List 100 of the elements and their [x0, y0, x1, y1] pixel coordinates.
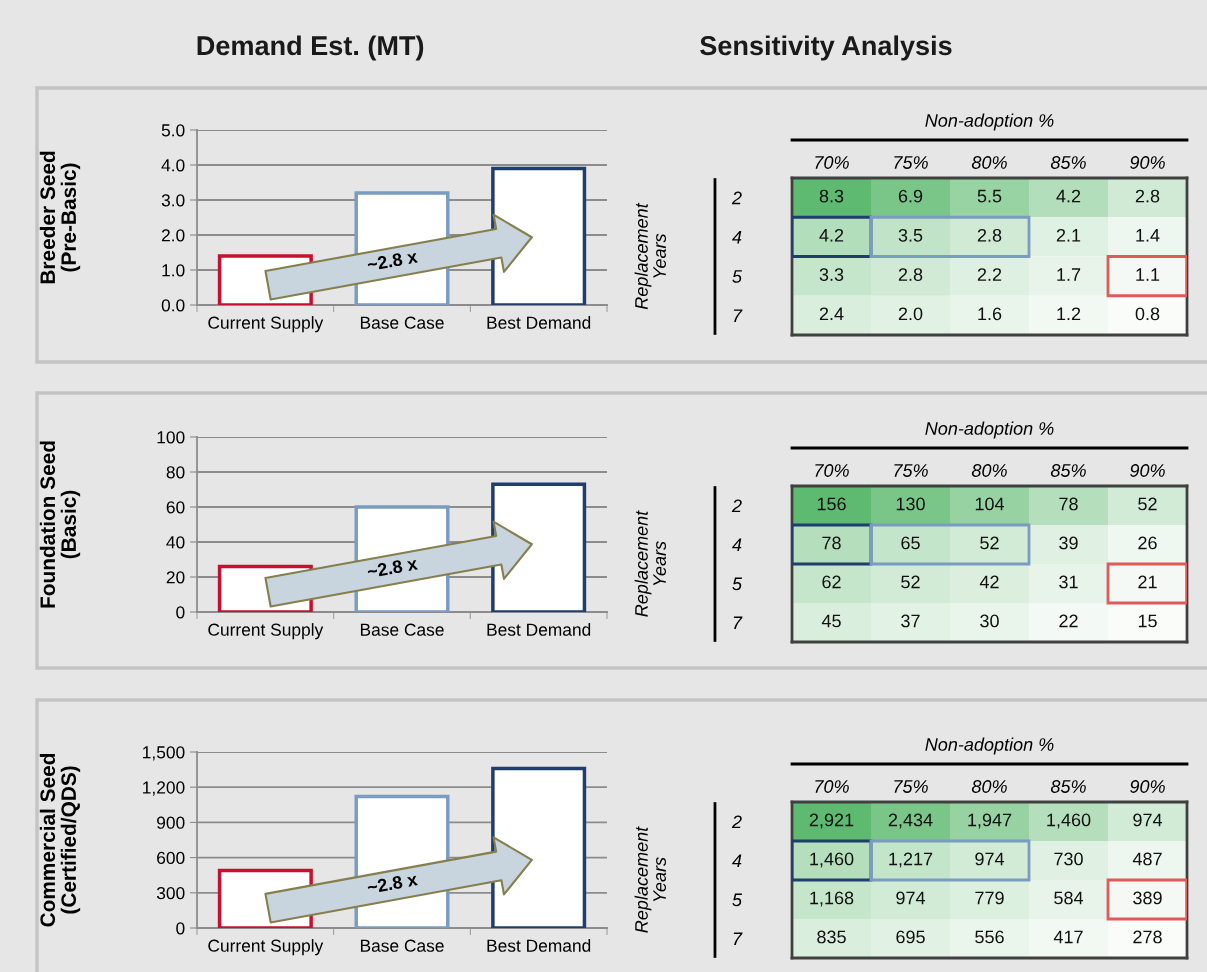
data-label: 0.8: [1135, 307, 1160, 321]
annotation: ~2.8 x: [366, 872, 419, 894]
data-label: 130: [896, 497, 925, 511]
x-tick-label: 75%: [894, 780, 928, 793]
data-label: 52: [1138, 497, 1157, 511]
y-axis-title: Breeder Seed (Pre-Basic): [39, 151, 81, 284]
chart-title: Sensitivity Analysis: [700, 35, 952, 61]
data-label: 2.0: [898, 307, 923, 321]
data-label: 417: [1053, 930, 1083, 944]
data-label: 15: [1138, 614, 1157, 628]
y-tick-label: 7: [733, 932, 743, 946]
data-label: 278: [1133, 930, 1162, 944]
x-tick-label: 85%: [1050, 780, 1086, 793]
data-label: 730: [1054, 852, 1083, 866]
data-label: 37: [901, 614, 920, 628]
x-tick-label: 85%: [1050, 156, 1086, 169]
x-axis-title: Non-adoption %: [925, 113, 1054, 131]
data-label: 779: [975, 891, 1004, 905]
data-label: 2.4: [819, 307, 844, 321]
y-tick-label: 60: [166, 501, 185, 514]
x-tick-label: Best Demand: [487, 939, 591, 952]
data-label: 2.1: [1056, 228, 1081, 242]
data-label: 1,217: [889, 852, 933, 868]
data-label: 4.2: [819, 228, 844, 242]
data-label: 42: [979, 575, 999, 589]
data-label: 1,947: [968, 813, 1012, 829]
y-tick-label: 1,200: [143, 781, 185, 796]
data-label: 26: [1138, 536, 1157, 550]
data-label: 2,921: [809, 813, 854, 829]
data-label: 556: [975, 930, 1004, 944]
data-label: 62: [822, 575, 841, 589]
y-tick-label: 600: [157, 851, 185, 865]
data-label: 1,168: [810, 891, 854, 907]
y-tick-label: 2: [731, 499, 742, 513]
x-tick-label: 80%: [971, 464, 1007, 477]
x-tick-label: 70%: [815, 156, 849, 169]
data-label: 5.5: [977, 189, 1002, 203]
y-axis-title: Foundation Seed (Basic): [39, 441, 81, 608]
data-label: 487: [1132, 852, 1162, 866]
data-label: 695: [896, 930, 925, 944]
data-label: 2.2: [977, 268, 1002, 281]
data-label: 104: [975, 497, 1005, 511]
y-tick-label: 20: [166, 571, 185, 584]
data-label: 2.8: [1135, 189, 1160, 203]
y-tick-label: 5: [732, 270, 743, 283]
data-label: 6.9: [898, 189, 923, 203]
y-tick-label: 900: [157, 816, 185, 829]
x-tick-label: 90%: [1130, 780, 1165, 793]
data-label: 835: [817, 930, 846, 944]
x-tick-label: 75%: [894, 464, 928, 477]
data-label: 974: [1133, 813, 1163, 827]
y-tick-label: 1,500: [143, 746, 185, 761]
x-tick-label: 70%: [815, 780, 849, 793]
data-label: 78: [1059, 497, 1078, 511]
data-label: 1.4: [1136, 229, 1160, 242]
data-label: 30: [980, 614, 999, 628]
y-axis-title: Replacement Years: [634, 826, 666, 933]
y-tick-label: 4: [732, 854, 742, 868]
data-label: 974: [975, 852, 1005, 866]
data-label: 4.2: [1056, 189, 1081, 203]
y-tick-label: 7: [733, 616, 743, 630]
y-axis-title: Replacement Years: [634, 202, 666, 310]
data-label: 22: [1059, 614, 1078, 628]
data-label: 974: [896, 891, 926, 905]
y-tick-label: 4: [732, 538, 742, 552]
y-tick-label: 80: [166, 466, 185, 479]
x-tick-label: 75%: [894, 156, 928, 169]
x-tick-label: 85%: [1050, 464, 1086, 477]
y-tick-label: 1.0: [162, 264, 185, 277]
y-tick-label: 2.0: [161, 229, 185, 242]
data-label: 156: [817, 497, 846, 511]
y-tick-label: 5: [732, 893, 743, 907]
x-tick-label: Current Supply: [208, 623, 324, 640]
data-label: 2.8: [977, 228, 1002, 242]
data-label: 21: [1138, 575, 1157, 589]
x-tick-label: Current Supply: [208, 316, 324, 333]
y-tick-label: 3.0: [161, 194, 185, 207]
annotation: ~2.8 x: [366, 249, 419, 272]
data-label: 52: [901, 575, 920, 589]
y-tick-label: 0: [176, 606, 185, 619]
data-label: 39: [1059, 536, 1078, 550]
data-label: 8.3: [819, 189, 844, 203]
y-tick-label: 100: [157, 431, 185, 444]
y-tick-label: 5: [732, 577, 743, 591]
data-label: 2.8: [898, 268, 923, 281]
y-tick-label: 2: [731, 815, 742, 829]
data-label: 78: [822, 536, 841, 550]
y-axis-title: Commercial Seed (Certified/QDS): [39, 753, 81, 927]
y-tick-label: 300: [156, 886, 185, 900]
data-label: 45: [821, 614, 841, 628]
data-label: 389: [1133, 891, 1162, 905]
chart-title: Demand Est. (MT): [197, 35, 424, 61]
x-tick-label: Best Demand: [487, 623, 591, 636]
x-tick-label: Base Case: [360, 316, 444, 329]
x-tick-label: 90%: [1130, 156, 1165, 169]
data-label: 1.1: [1136, 268, 1160, 281]
x-tick-label: Base Case: [360, 939, 444, 952]
x-tick-label: Best Demand: [487, 316, 591, 329]
x-axis-title: Non-adoption %: [925, 421, 1054, 439]
data-label: 1.6: [978, 307, 1002, 321]
